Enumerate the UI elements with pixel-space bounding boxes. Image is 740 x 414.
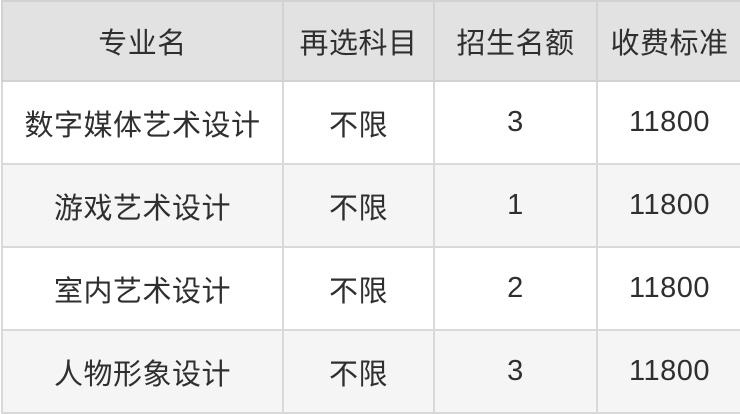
cell-reselect-subject: 不限 (282, 163, 435, 248)
cell-fee-standard: 11800 (596, 246, 740, 331)
column-header-enrollment-quota: 招生名额 (433, 0, 598, 82)
column-header-major-name: 专业名 (1, 0, 284, 82)
table-row: 游戏艺术设计 不限 1 11800 (1, 163, 740, 248)
column-header-reselect-subject: 再选科目 (282, 0, 435, 82)
cell-reselect-subject: 不限 (282, 80, 435, 165)
cell-major-name: 数字媒体艺术设计 (1, 80, 284, 165)
cell-reselect-subject: 不限 (282, 329, 435, 414)
cell-reselect-subject: 不限 (282, 246, 435, 331)
cell-fee-standard: 11800 (596, 329, 740, 414)
cell-major-name: 室内艺术设计 (1, 246, 284, 331)
cell-fee-standard: 11800 (596, 163, 740, 248)
cell-enrollment-quota: 3 (433, 329, 598, 414)
column-header-fee-standard: 收费标准 (596, 0, 740, 82)
cell-enrollment-quota: 3 (433, 80, 598, 165)
table-row: 人物形象设计 不限 3 11800 (1, 329, 740, 414)
table-header-row: 专业名 再选科目 招生名额 收费标准 (1, 0, 740, 82)
cell-enrollment-quota: 1 (433, 163, 598, 248)
table-row: 室内艺术设计 不限 2 11800 (1, 246, 740, 331)
cell-major-name: 人物形象设计 (1, 329, 284, 414)
cell-major-name: 游戏艺术设计 (1, 163, 284, 248)
cell-enrollment-quota: 2 (433, 246, 598, 331)
table-row: 数字媒体艺术设计 不限 3 11800 (1, 80, 740, 165)
cell-fee-standard: 11800 (596, 80, 740, 165)
